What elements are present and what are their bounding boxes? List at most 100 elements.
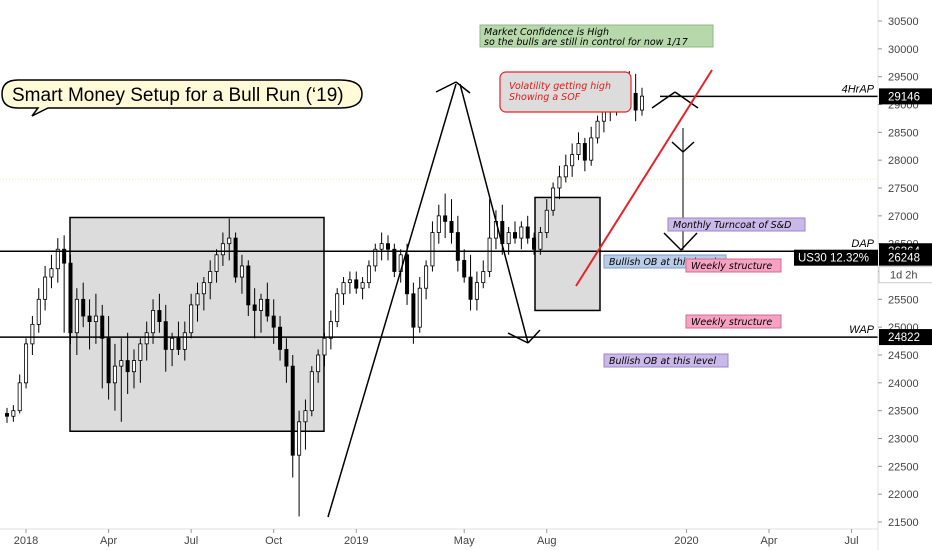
chart-title: Smart Money Setup for a Bull Run (‘19): [12, 85, 344, 106]
candle: [87, 299, 92, 350]
candle-body-down: [87, 315, 92, 322]
candle-body-up: [214, 254, 219, 272]
title-bubble-shape: [1, 79, 363, 117]
candle: [233, 232, 238, 283]
price-tag-text: 29146: [888, 91, 920, 103]
candles-layer: [5, 71, 645, 517]
candle: [417, 277, 422, 333]
candle-body-up: [519, 226, 524, 239]
candle: [474, 271, 479, 311]
candle: [106, 316, 111, 400]
countdown-text: 1d 2h: [890, 270, 918, 282]
arrow-head-down-1: [507, 332, 529, 344]
volatility-line-1: Volatility getting high: [509, 81, 611, 92]
symbol-tag: [794, 249, 878, 266]
candle: [424, 260, 429, 300]
candle: [176, 321, 181, 355]
monthly-turncoat-note-text: Monthly Turncoat of S&D: [673, 220, 791, 231]
candle-body-down: [81, 298, 86, 317]
candle-body-up: [74, 298, 79, 334]
candle: [182, 321, 187, 361]
candle-body-down: [252, 304, 257, 311]
candle: [189, 293, 194, 339]
candle-body-up: [335, 293, 340, 322]
candle-body-up: [239, 265, 244, 278]
candle-body-up: [11, 410, 16, 417]
candle-body-up: [201, 282, 206, 295]
candle-body-down: [163, 321, 168, 350]
candle-body-up: [316, 354, 321, 373]
candle: [68, 254, 73, 344]
candle: [487, 199, 492, 278]
candle: [595, 115, 600, 144]
top-arrow-right: [674, 91, 699, 109]
arrow-head-up-1: [435, 81, 457, 93]
arrow-head-down-2: [527, 329, 541, 344]
title-bubble: Smart Money Setup for a Bull Run (‘19): [1, 79, 363, 117]
candle: [220, 232, 225, 266]
candle-body-up: [347, 279, 352, 284]
candle-body-up: [170, 337, 175, 350]
candle-body-up: [589, 137, 594, 161]
candle-body-up: [570, 154, 575, 167]
candle: [360, 277, 365, 300]
candle-body-up: [544, 209, 549, 233]
price-tag-text: 24822: [888, 332, 920, 344]
candle: [138, 338, 143, 383]
price-tick-label: 28000: [888, 155, 919, 167]
candle-body-up: [24, 343, 29, 384]
candle: [525, 215, 530, 244]
drop-arrow-1: [663, 232, 682, 251]
time-tick-label: May: [454, 535, 475, 547]
candle-body-up: [55, 248, 60, 270]
candle-body-down: [455, 232, 460, 261]
level-label-4hrap: 4HrAP: [842, 83, 875, 95]
candle-body-down: [62, 248, 67, 264]
candle-body-down: [284, 349, 289, 367]
time-tick-label: Jul: [184, 535, 198, 547]
arrow-head-up-2: [455, 81, 471, 94]
candle: [11, 405, 16, 422]
time-axis: 2018 Apr Jul Oct 2019 May Aug 2020 Apr Jul: [0, 528, 878, 547]
candle-body-up: [576, 143, 581, 155]
price-tag-4hrap: [879, 88, 932, 105]
candle-body-down: [392, 248, 397, 272]
time-tick-label: 2019: [344, 535, 368, 547]
bullish-ob-note-2-text: Bullish OB at this level: [609, 356, 716, 367]
candle-body-down: [100, 315, 105, 339]
candle: [43, 265, 48, 311]
price-tick-label: 27500: [888, 183, 919, 195]
candle: [551, 182, 556, 216]
candle: [309, 366, 314, 417]
candle: [411, 282, 416, 344]
candle-body-down: [443, 215, 448, 222]
candle-body-up: [322, 337, 327, 356]
monthly-turncoat-note-box: [667, 217, 806, 232]
candle-body-down: [68, 262, 73, 334]
trendline: [575, 69, 713, 287]
candle-body-down: [462, 259, 467, 278]
candle: [366, 260, 371, 289]
candle-body-up: [227, 237, 232, 245]
time-tick-label: Jul: [845, 535, 859, 547]
candle-body-down: [278, 326, 283, 350]
candle: [335, 288, 340, 328]
level-label-dap: DAP: [851, 238, 874, 250]
drop-arrow-2: [680, 232, 698, 251]
candle: [506, 226, 511, 255]
candle-body-up: [640, 95, 645, 111]
candle-body-up: [538, 232, 543, 250]
candle: [481, 260, 486, 289]
mid-arrow-left: [671, 141, 684, 153]
candle-body-down: [106, 337, 111, 384]
candle-body-down: [405, 254, 410, 295]
time-tick-label: Apr: [100, 535, 117, 547]
market-confidence-line-2: so the bulls are still in control for no…: [484, 37, 688, 48]
candle-body-down: [449, 220, 454, 233]
candle-body-up: [208, 271, 213, 284]
zones-layer: [69, 196, 601, 433]
candle: [265, 282, 270, 322]
candle-body-down: [525, 226, 530, 239]
candle: [252, 288, 257, 339]
